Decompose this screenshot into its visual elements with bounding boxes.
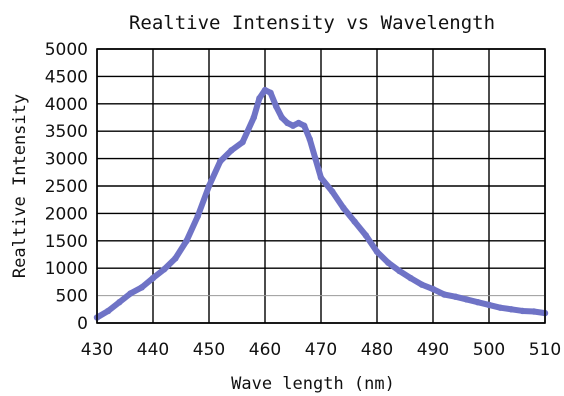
data-point	[295, 119, 302, 127]
y-axis-label: Realtive Intensity	[10, 94, 30, 278]
tick-layer: 430 440 450 460 470 480 490 500 5105000450040003…	[45, 40, 561, 360]
data-point	[373, 248, 381, 255]
data-point	[519, 307, 526, 315]
data-point	[485, 301, 493, 309]
x-tick-label: 430	[81, 340, 113, 360]
data-point	[429, 285, 437, 293]
data-point	[329, 188, 336, 195]
y-tick-label: 2500	[45, 177, 88, 197]
data-point	[452, 293, 459, 300]
data-point	[474, 298, 481, 306]
data-point	[194, 212, 201, 220]
grid-layer	[96, 48, 546, 324]
chart-title: Realtive Intensity vs Wavelength	[129, 12, 495, 34]
data-point	[385, 259, 392, 266]
data-point	[250, 114, 257, 121]
x-tick-label: 510	[529, 340, 561, 360]
data-point	[105, 307, 112, 315]
y-tick-label: 3500	[45, 122, 88, 142]
x-tick-label: 500	[473, 340, 505, 360]
data-point	[463, 296, 470, 303]
data-point	[312, 155, 319, 162]
data-point	[205, 182, 213, 190]
data-point	[278, 114, 285, 121]
data-point	[267, 89, 274, 97]
data-point	[239, 138, 246, 146]
data-point	[138, 284, 145, 291]
data-point	[127, 290, 134, 297]
data-point	[289, 122, 297, 129]
data-point	[228, 147, 235, 154]
data-point	[284, 119, 291, 127]
data-point	[418, 281, 425, 288]
x-tick-label: 470	[305, 340, 337, 360]
data-point	[396, 267, 403, 275]
y-tick-label: 500	[56, 287, 88, 307]
series-layer	[93, 86, 549, 321]
data-point	[301, 122, 308, 129]
x-tick-label: 460	[249, 340, 281, 360]
data-point	[149, 274, 157, 282]
y-tick-label: 1500	[45, 232, 88, 252]
data-point	[161, 266, 168, 273]
data-point	[497, 304, 504, 311]
plot-frame	[96, 48, 546, 324]
x-tick-label: 490	[417, 340, 449, 360]
y-tick-label: 1000	[45, 259, 88, 279]
y-tick-label: 0	[77, 314, 88, 334]
x-tick-label: 480	[361, 340, 393, 360]
data-point	[261, 86, 269, 94]
data-point	[351, 218, 358, 225]
data-point	[530, 308, 537, 315]
data-point	[362, 232, 369, 239]
data-point	[273, 103, 280, 110]
data-point	[256, 95, 263, 102]
data-point	[508, 306, 515, 313]
data-point	[441, 291, 448, 298]
data-point	[172, 255, 179, 262]
x-tick-label: 440	[137, 340, 169, 360]
data-point	[340, 204, 347, 212]
data-point	[217, 158, 224, 165]
y-tick-label: 4500	[45, 67, 88, 87]
data-point	[306, 136, 313, 143]
y-tick-label: 2000	[45, 204, 88, 224]
y-tick-label: 4000	[45, 95, 88, 115]
data-point	[183, 237, 190, 244]
y-tick-label: 5000	[45, 40, 88, 60]
x-tick-label: 450	[193, 340, 225, 360]
data-point	[317, 174, 325, 181]
data-point	[116, 298, 123, 306]
data-point	[407, 274, 414, 282]
x-axis-label: Wave length (nm)	[231, 374, 395, 394]
y-tick-label: 3000	[45, 150, 88, 170]
